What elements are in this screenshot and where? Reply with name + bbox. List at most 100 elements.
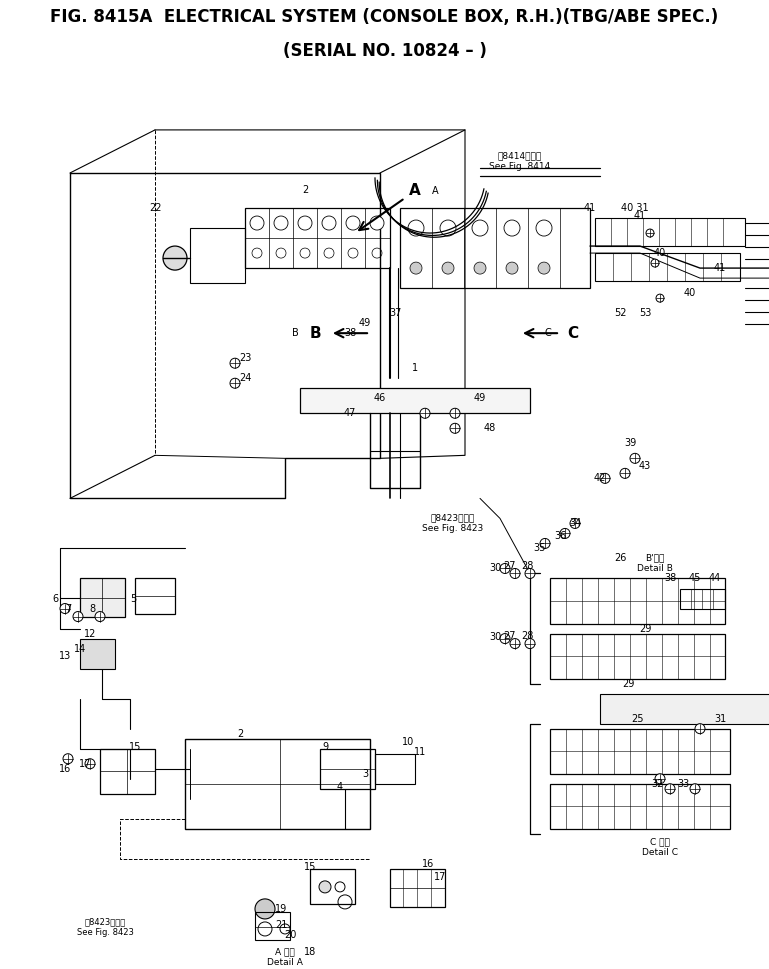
Text: 2: 2 — [237, 729, 243, 738]
Circle shape — [665, 784, 675, 794]
Circle shape — [620, 468, 630, 479]
Circle shape — [420, 408, 430, 419]
Text: 42: 42 — [594, 474, 606, 484]
Text: 18: 18 — [304, 947, 316, 957]
Text: 9: 9 — [322, 741, 328, 752]
Circle shape — [450, 408, 460, 419]
Text: C: C — [568, 326, 578, 341]
Text: 16: 16 — [59, 764, 71, 773]
Text: 3: 3 — [362, 768, 368, 779]
Circle shape — [600, 473, 610, 484]
Text: 5: 5 — [130, 594, 136, 604]
Text: 35: 35 — [534, 544, 546, 553]
Text: 第8423図参照
See Fig. 8423: 第8423図参照 See Fig. 8423 — [422, 514, 484, 533]
Circle shape — [510, 639, 520, 648]
Text: 13: 13 — [59, 650, 71, 661]
Text: 20: 20 — [284, 930, 296, 940]
Circle shape — [630, 453, 640, 463]
Circle shape — [255, 899, 275, 919]
Text: 19: 19 — [275, 904, 287, 914]
Circle shape — [536, 220, 552, 236]
Text: 31: 31 — [714, 714, 726, 724]
Text: 47: 47 — [344, 408, 356, 419]
Circle shape — [450, 423, 460, 433]
Circle shape — [504, 220, 520, 236]
Text: 15: 15 — [129, 741, 141, 752]
Circle shape — [274, 216, 288, 230]
Text: 1: 1 — [412, 363, 418, 373]
Text: A: A — [409, 183, 421, 199]
Circle shape — [410, 262, 422, 274]
Bar — [600, 694, 769, 724]
Text: 27: 27 — [504, 561, 516, 572]
Text: B'詳細
Detail B: B'詳細 Detail B — [637, 553, 673, 574]
Text: B: B — [309, 326, 321, 341]
Bar — [255, 912, 290, 940]
Circle shape — [540, 539, 550, 548]
Circle shape — [472, 220, 488, 236]
Bar — [245, 208, 390, 268]
Text: FIG. 8415A  ELECTRICAL SYSTEM (CONSOLE BOX, R.H.)(TBG/ABE SPEC.): FIG. 8415A ELECTRICAL SYSTEM (CONSOLE BO… — [51, 8, 718, 26]
Text: 6: 6 — [52, 594, 58, 604]
Text: 41: 41 — [714, 264, 726, 273]
Text: 第8423図参照
See Fig. 8423: 第8423図参照 See Fig. 8423 — [77, 918, 134, 937]
Text: 38: 38 — [344, 328, 356, 338]
Circle shape — [440, 220, 456, 236]
Bar — [135, 578, 175, 613]
Text: 27: 27 — [504, 631, 516, 641]
Circle shape — [95, 611, 105, 621]
Text: 43: 43 — [639, 461, 651, 471]
Circle shape — [538, 262, 550, 274]
Text: 26: 26 — [614, 553, 626, 563]
Circle shape — [525, 569, 535, 578]
Bar — [185, 738, 370, 828]
Text: 40: 40 — [654, 248, 666, 258]
Circle shape — [646, 229, 654, 237]
Circle shape — [474, 262, 486, 274]
Text: 34: 34 — [569, 518, 581, 528]
Circle shape — [319, 881, 331, 892]
Bar — [100, 749, 155, 794]
Circle shape — [651, 259, 659, 267]
Text: 32: 32 — [652, 779, 664, 789]
Circle shape — [250, 216, 264, 230]
Text: 28: 28 — [521, 561, 533, 572]
Text: 53: 53 — [639, 308, 651, 318]
Text: 49: 49 — [359, 318, 371, 328]
Text: 52: 52 — [614, 308, 626, 318]
Bar — [550, 578, 725, 624]
Text: 17: 17 — [78, 759, 92, 768]
Text: 40: 40 — [684, 288, 696, 298]
Text: 36: 36 — [554, 531, 566, 542]
Text: 30: 30 — [489, 564, 501, 574]
Text: 14: 14 — [74, 643, 86, 653]
Text: 40 31: 40 31 — [621, 203, 649, 213]
Bar — [320, 749, 375, 789]
Circle shape — [570, 518, 580, 528]
Circle shape — [655, 773, 665, 784]
Bar — [310, 869, 355, 904]
Text: 45: 45 — [689, 574, 701, 583]
Text: 16: 16 — [422, 859, 434, 869]
Circle shape — [408, 220, 424, 236]
Text: 46: 46 — [374, 393, 386, 403]
Text: 48: 48 — [484, 423, 496, 433]
Text: 10: 10 — [402, 736, 414, 747]
Text: 7: 7 — [65, 604, 71, 613]
Text: 4: 4 — [337, 782, 343, 792]
Circle shape — [230, 359, 240, 368]
Circle shape — [656, 295, 664, 302]
Text: 第8414図参照
See Fig. 8414: 第8414図参照 See Fig. 8414 — [489, 151, 551, 171]
Text: 37: 37 — [389, 308, 401, 318]
Text: 15: 15 — [304, 861, 316, 872]
Circle shape — [695, 724, 705, 734]
Text: 30: 30 — [489, 632, 501, 641]
Circle shape — [63, 754, 73, 764]
Bar — [550, 784, 730, 828]
Text: C: C — [544, 328, 551, 338]
Text: 41: 41 — [634, 211, 646, 221]
Bar — [680, 588, 725, 609]
Bar — [550, 634, 725, 678]
Text: C 詳細
Detail C: C 詳細 Detail C — [642, 837, 678, 857]
Circle shape — [322, 216, 336, 230]
